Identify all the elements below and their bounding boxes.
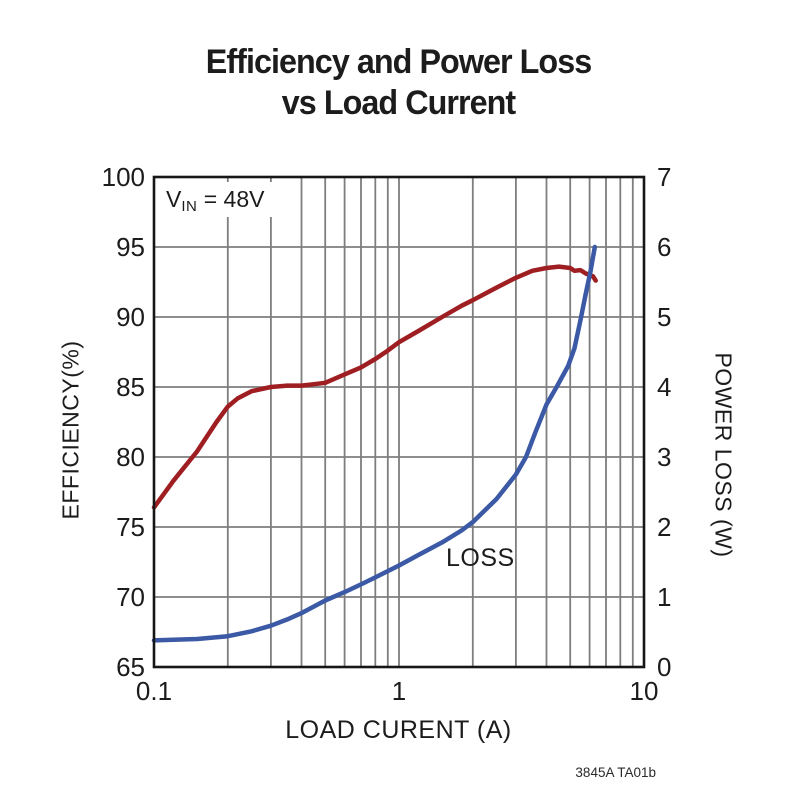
vin-annotation: VIN = 48V <box>157 182 296 217</box>
x-tick-label: 1 <box>391 676 407 706</box>
y-right-tick-label: 7 <box>657 162 672 192</box>
y-right-tick-label: 6 <box>657 232 672 262</box>
y-left-tick-label: 80 <box>116 442 145 472</box>
y-right-tick-label: 3 <box>657 442 672 472</box>
loss-curve-label: LOSS <box>446 544 515 572</box>
y-right-tick-label: 0 <box>657 652 672 682</box>
y-left-tick-label: 95 <box>116 232 145 262</box>
y-left-tick-label: 90 <box>116 302 145 332</box>
vin-value: = 48V <box>197 186 265 212</box>
vin-subscript: IN <box>181 198 198 215</box>
x-tick-label: 0.1 <box>135 676 173 706</box>
x-axis-title: LOAD CURENT (A) <box>285 716 512 744</box>
figure-id: 3845A TA01b <box>575 765 656 780</box>
chart-title-line1: Efficiency and Power Loss <box>205 43 592 81</box>
y-right-tick-label: 2 <box>657 512 672 542</box>
y-axis-right-title: POWER LOSS (W) <box>710 352 737 558</box>
y-right-tick-label: 1 <box>657 582 672 612</box>
chart-title-line2: vs Load Current <box>281 83 516 122</box>
y-right-tick-label: 5 <box>657 302 672 332</box>
efficiency-curve <box>151 264 598 510</box>
y-left-tick-label: 100 <box>101 162 145 192</box>
y-left-tick-label: 75 <box>116 512 145 542</box>
vin-symbol: V <box>166 186 182 212</box>
loss-curve <box>151 244 598 643</box>
x-tick-label: 10 <box>629 676 659 706</box>
y-axis-left-title: EFFICIENCY(%) <box>57 340 84 520</box>
y-right-tick-label: 4 <box>657 372 672 402</box>
y-left-tick-label: 85 <box>116 372 145 402</box>
plot-frame <box>152 175 646 669</box>
y-left-tick-label: 65 <box>116 652 145 682</box>
y-left-tick-label: 70 <box>116 582 145 612</box>
chart-title: Efficiency and Power Loss vs Load Curren… <box>20 42 777 124</box>
